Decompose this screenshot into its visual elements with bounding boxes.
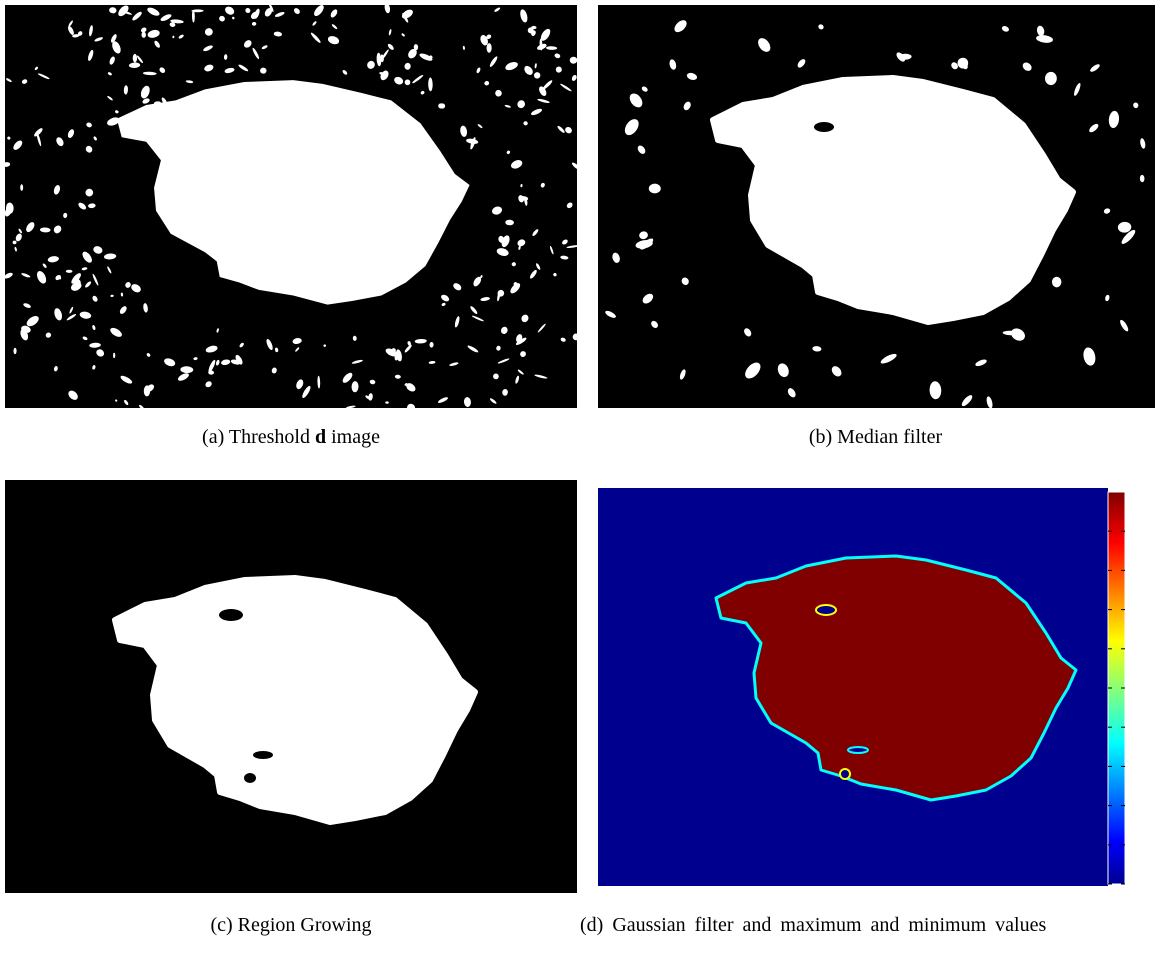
caption-label: (b) <box>809 426 832 448</box>
figure: 0 0.1 0.2 0.3 0.4 0.5 0.6 0.7 0.8 0.9 (a) Thresho… <box>0 0 1159 972</box>
colorbar: 0 0.1 0.2 0.3 0.4 0.5 0.6 0.7 0.8 0.9 <box>1108 492 1145 890</box>
caption-a: (a) Threshold d image <box>0 424 582 450</box>
caption-label: (a) <box>202 426 224 448</box>
colorbar-tick-label: 0.1 <box>1127 836 1145 851</box>
caption-label: (d) <box>580 914 603 936</box>
caption-text: Gaussian filter and maximum and minimum … <box>612 914 1046 936</box>
colorbar-tick-label: 0.6 <box>1127 640 1145 655</box>
caption-text: Threshold <box>229 426 310 448</box>
figure-images: 0 0.1 0.2 0.3 0.4 0.5 0.6 0.7 0.8 0.9 <box>0 0 1159 972</box>
speck <box>13 348 16 354</box>
image-b <box>598 5 1155 409</box>
caption-text: Region Growing <box>238 914 372 936</box>
caption-text: Median filter <box>837 426 942 448</box>
colorbar-tick-label: 0.3 <box>1127 758 1145 773</box>
caption-bold: d <box>315 426 326 448</box>
image-c <box>5 480 577 893</box>
caption-d: (d) Gaussian filter and maximum and mini… <box>580 912 1159 938</box>
colorbar-tick-label: 0.5 <box>1127 679 1145 694</box>
colorbar-tick-label: 0.8 <box>1127 562 1145 577</box>
caption-c: (c) Region Growing <box>0 912 582 938</box>
colorbar-tick-label: 0.7 <box>1127 601 1145 616</box>
colorbar-tick-label: 0 <box>1127 875 1134 890</box>
caption-b: (b) Median filter <box>592 424 1159 450</box>
caption-text: image <box>331 426 380 448</box>
colorbar-tick-label: 0.4 <box>1127 719 1145 734</box>
colorbar-tick-label: 0.2 <box>1127 797 1145 812</box>
speck <box>385 401 389 403</box>
image-a <box>2 2 581 413</box>
image-d <box>598 488 1108 886</box>
caption-label: (c) <box>210 914 232 936</box>
colorbar-tick-label: 0.9 <box>1127 523 1145 538</box>
